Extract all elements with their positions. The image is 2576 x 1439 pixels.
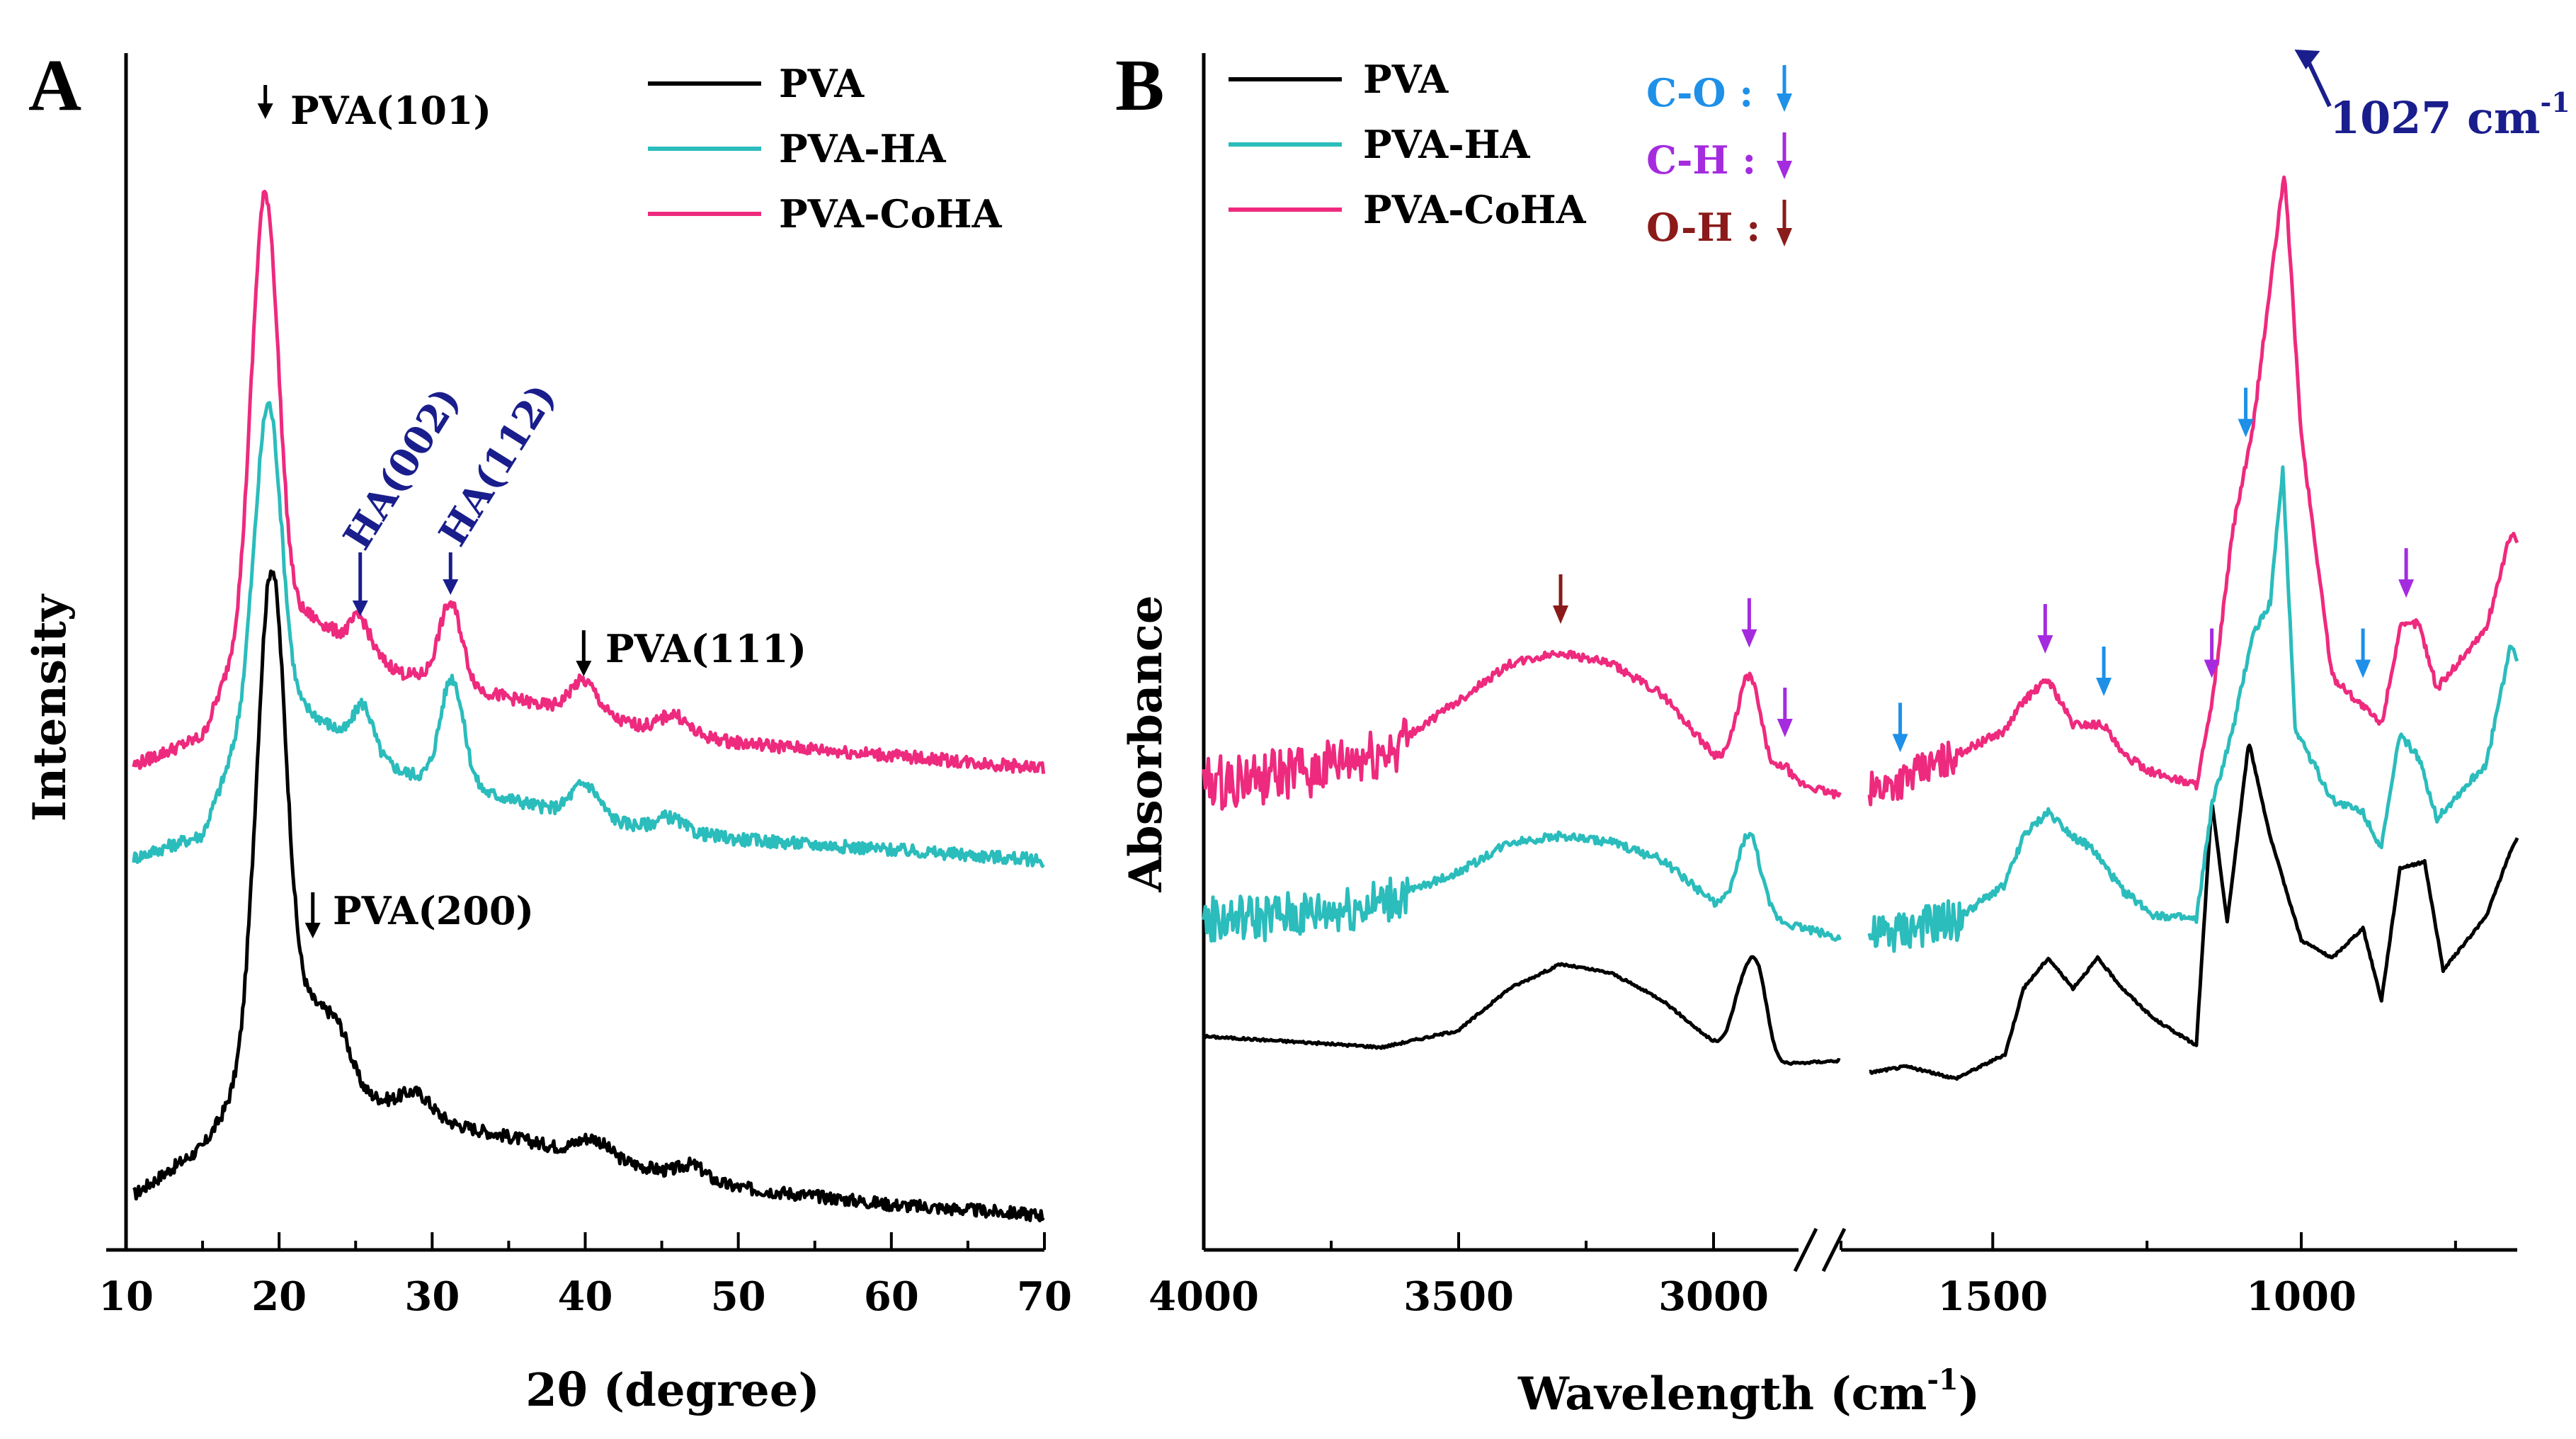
annotation-pva-111: PVA(111)	[576, 626, 807, 676]
panel-b-x-tick-label: 4000	[1149, 1273, 1259, 1320]
bond-legend-label: C-O :	[1646, 70, 1753, 115]
legend-item-pva-coha: PVA-CoHA	[648, 191, 1003, 237]
annotation-pva-101: PVA(101)	[257, 85, 491, 133]
down-arrow-icon	[257, 103, 273, 119]
panel-b-series-pva-ha-segment	[1202, 830, 1842, 943]
band-arrow-c-h	[2037, 603, 2053, 654]
legend-label: PVA	[779, 61, 865, 106]
peak-1027-label: 1027 cm-1	[2330, 86, 2570, 144]
down-arrow-icon	[1777, 228, 1792, 246]
panel-a-x-ticks: 10 20 30 40 50 60 70	[98, 1232, 1072, 1320]
legend-item-pva: PVA	[648, 61, 865, 106]
legend-item-pva-ha: PVA-HA	[648, 126, 947, 171]
legend-label: PVA-CoHA	[1363, 187, 1587, 232]
panel-a-x-tick-label: 70	[1017, 1273, 1072, 1320]
panel-a-letter: A	[28, 45, 81, 126]
band-arrow-c-o	[2238, 387, 2254, 438]
down-arrow-icon	[576, 661, 592, 676]
bond-legend-item: O-H :	[1646, 200, 1792, 250]
panel-b-legend: PVA PVA-HA PVA-CoHA	[1229, 57, 1587, 232]
panel-b-x-tick-label: 1000	[2246, 1273, 2356, 1320]
panel-b-band-arrows	[1553, 387, 2415, 753]
panel-b-series	[1202, 175, 2519, 1081]
panel-a-x-tick-label: 10	[98, 1273, 154, 1320]
bond-legend-item: C-O :	[1646, 65, 1792, 115]
panel-a-series-pva-coha	[132, 190, 1046, 774]
down-arrow-icon	[1777, 93, 1792, 112]
panel-b-series-pva-coha-segment	[1867, 175, 2519, 807]
panel-b-x-ticks: 4000 3500 3000 1500 1000	[1149, 1232, 2457, 1320]
panel-b-series-pva-segment	[1203, 955, 1841, 1067]
panel-a-series-pva-ha	[132, 401, 1045, 868]
axis-break-icon	[1793, 1227, 1847, 1273]
band-arrow-c-o	[2096, 647, 2112, 696]
bond-legend-label: O-H :	[1646, 205, 1760, 250]
down-arrow-icon	[1892, 734, 1908, 753]
panel-b-series-pva-coha-segment	[1202, 649, 1842, 811]
bond-legend-item: C-H :	[1646, 132, 1792, 183]
panel-b-ftir: B Absorbance Wavelength (cm-1) 4000 3500 3…	[1115, 45, 2570, 1421]
down-arrow-icon	[2204, 659, 2220, 678]
band-arrow-c-h	[1741, 598, 1757, 648]
panel-b-x-tick-label: 1500	[1937, 1273, 2048, 1320]
panel-a-x-tick-label: 40	[558, 1273, 613, 1320]
panel-a-x-tick-label: 30	[404, 1273, 460, 1320]
panel-b-x-tick-label: 3500	[1403, 1273, 1514, 1320]
panel-b-bond-legend: C-O : C-H : O-H :	[1646, 65, 1792, 250]
band-arrow-c-h	[1777, 688, 1793, 738]
band-arrow-c-h	[2398, 548, 2415, 598]
down-arrow-icon	[2238, 419, 2254, 438]
down-arrow-icon	[352, 601, 368, 616]
up-left-arrow-icon	[2294, 50, 2320, 69]
panel-a-x-axis-label: 2θ (degree)	[525, 1364, 819, 1417]
down-arrow-icon	[1741, 629, 1757, 648]
down-arrow-icon	[1553, 605, 1568, 624]
band-arrow-c-o	[1892, 703, 1908, 753]
legend-label: PVA	[1363, 57, 1449, 102]
legend-item-pva: PVA	[1229, 57, 1449, 102]
legend-item-pva-ha: PVA-HA	[1229, 122, 1531, 167]
annotation-label: PVA(101)	[290, 88, 491, 133]
panel-a-y-axis-label: Intensity	[23, 593, 76, 821]
panel-a-series	[132, 190, 1046, 1223]
annotation-label: PVA(111)	[605, 626, 807, 671]
down-arrow-icon	[443, 579, 459, 595]
legend-item-pva-coha: PVA-CoHA	[1229, 187, 1587, 232]
panel-a-xrd: A Intensity 2θ (degree) 10 20 30 40 50 60 70 P…	[23, 45, 1072, 1417]
panel-a-x-tick-label: 50	[711, 1273, 766, 1320]
legend-label: PVA-HA	[1363, 122, 1531, 167]
down-arrow-icon	[1777, 161, 1792, 179]
legend-label: PVA-HA	[779, 126, 947, 171]
panel-b-x-axis-label: Wavelength (cm-1)	[1517, 1363, 1980, 1421]
panel-b-peak-note: 1027 cm-1	[2294, 50, 2570, 144]
down-arrow-icon	[304, 923, 321, 938]
peak-1027-unit-sup: -1	[2541, 86, 2570, 118]
panel-b-series-pva-segment	[1869, 744, 2519, 1081]
band-arrow-c-o	[2355, 628, 2371, 678]
panel-b-x-tick-label: 3000	[1658, 1273, 1769, 1320]
panel-a-x-tick-label: 60	[864, 1273, 919, 1320]
band-arrow-c-h	[2204, 628, 2220, 678]
annotation-pva-200: PVA(200)	[304, 888, 534, 938]
panel-b-series-pva-ha-segment	[1867, 465, 2519, 953]
panel-b-y-axis-label: Absorbance	[1119, 595, 1173, 892]
down-arrow-icon	[2037, 635, 2053, 654]
down-arrow-icon	[2096, 678, 2112, 696]
band-arrow-o-h	[1553, 574, 1568, 624]
down-arrow-icon	[2355, 659, 2371, 678]
annotation-label: PVA(200)	[333, 888, 534, 933]
panel-a-x-tick-label: 20	[251, 1273, 307, 1320]
down-arrow-icon	[2398, 579, 2415, 598]
legend-label: PVA-CoHA	[779, 191, 1003, 237]
peak-1027-value: 1027 cm	[2330, 92, 2541, 144]
panel-b-letter: B	[1115, 45, 1164, 126]
panel-a-legend: PVA PVA-HA PVA-CoHA	[648, 61, 1003, 237]
svg-text:2θ (degree): 2θ (degree)	[525, 1364, 819, 1417]
down-arrow-icon	[1777, 719, 1793, 738]
panel-a-series-pva	[132, 569, 1045, 1223]
bond-legend-label: C-H :	[1646, 137, 1756, 183]
